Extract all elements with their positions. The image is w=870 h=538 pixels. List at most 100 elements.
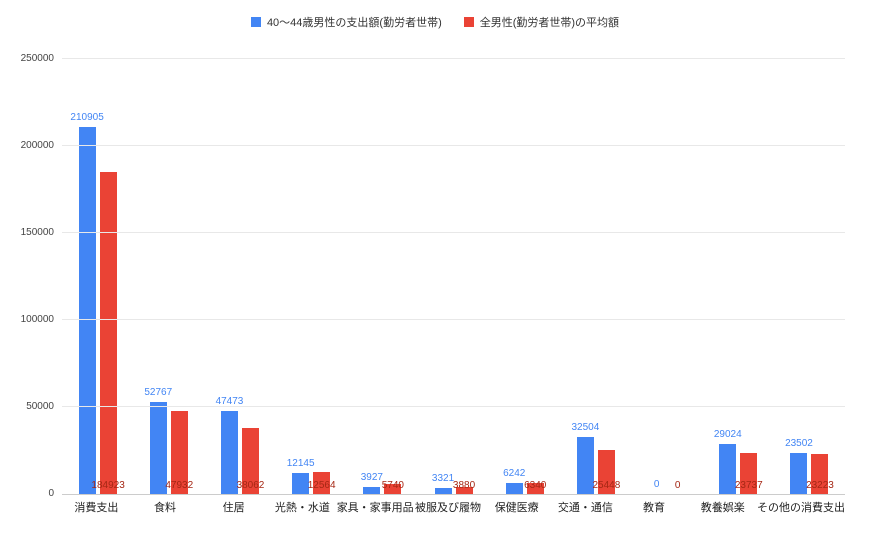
x-axis-category-label: 教育 [643,502,666,514]
bar-slot: 6242 [503,59,526,494]
x-axis-category-label: その他の消費支出 [757,502,846,514]
value-label: 3321 [431,473,455,485]
blue-series-bar[interactable] [292,472,310,494]
blue-series-bar[interactable] [78,127,96,494]
red-series-label: 全男性(勤労者世帯)の平均額 [479,17,620,29]
red-series-bar[interactable] [170,410,188,494]
blue-series-bar[interactable] [576,437,594,494]
y-axis-tick-label: 50000 [26,401,54,412]
bar-slot: 47473 [216,59,243,494]
y-axis-tick-label: 150000 [20,227,54,238]
y-axis-tick-label: 200000 [20,140,54,151]
blue-series-bar[interactable] [363,487,381,494]
bar-slot: 23223 [806,59,834,494]
value-label: 3927 [360,472,383,484]
bar-group: 29024 23737 [703,59,774,494]
bar-group: 23502 23223 [774,59,845,494]
bar-group: 32504 25448 [560,59,631,494]
red-series-swatch-icon [463,17,474,27]
bar-slot: 3927 [360,59,383,494]
y-axis-tick-label: 0 [48,488,54,499]
blue-series-bar[interactable] [434,488,452,494]
bar-slot: 29024 [714,59,742,494]
bar-slot: 32504 [572,59,599,494]
chart-legend: 40〜44歳男性の支出額(勤労者世帯) 全男性(勤労者世帯)の平均額 [0,14,870,30]
bar-group: 3321 3880 [418,59,489,494]
red-series-bar[interactable] [313,472,331,494]
blue-series-bar[interactable] [220,411,238,494]
value-label: 23502 [785,438,813,450]
blue-series-bar[interactable] [719,443,737,494]
bar-groups: 210905 184923 52767 47932 47473 38062 12145 125… [62,59,845,494]
blue-series-bar[interactable] [790,453,808,494]
bar-slot: 3880 [452,59,476,494]
value-label: 12564 [307,480,336,491]
bar-slot: 23737 [735,59,763,494]
bar-slot: 12145 [287,59,315,494]
value-label: 5740 [381,480,404,491]
value-label: 52767 [144,387,173,399]
value-label: 0 [674,480,681,491]
bar-group: 6242 6340 [489,59,560,494]
red-series-bar[interactable] [597,449,615,494]
bar-group: 210905 184923 [62,59,133,494]
gridline [62,319,845,320]
bar-group: 47473 38062 [204,59,275,494]
value-label: 25448 [592,480,621,491]
value-label: 0 [653,479,660,490]
bar-group: 52767 47932 [133,59,204,494]
x-axis-category-label: 消費支出 [74,502,119,514]
value-label: 23223 [806,480,834,491]
y-axis: 0 50000 100000 150000 200000 250000 [0,53,54,499]
bar-group: 3927 5740 [347,59,418,494]
red-series-bar[interactable] [811,453,829,494]
bar-slot: 210905 [70,59,104,494]
value-label: 47473 [215,396,244,408]
x-axis-category-label: 食料 [154,502,176,514]
x-axis-category-label: 教養娯楽 [700,502,745,514]
bar-slot: 5740 [381,59,404,494]
x-axis-category-label: 光熱・水道 [274,502,330,514]
bar-slot: 23502 [785,59,813,494]
x-axis-category-label: 住居 [222,502,245,514]
red-series-bar[interactable] [99,172,117,494]
bar-slot: 47932 [165,59,193,494]
bar-slot: 6340 [524,59,546,494]
blue-series-swatch-icon [250,17,261,27]
red-series-bar[interactable] [455,487,473,494]
legend-item-red-series[interactable]: 全男性(勤労者世帯)の平均額 [463,14,620,30]
bar-slot: 38062 [237,59,264,494]
plot-area: 210905 184923 52767 47932 47473 38062 12145 125… [62,58,845,495]
bar-slot: 25448 [593,59,620,494]
blue-series-bar[interactable] [505,483,523,494]
y-axis-tick-label: 250000 [20,53,54,64]
gridline [62,406,845,407]
gridline [62,58,845,59]
value-label: 38062 [236,480,265,491]
bar-slot: 52767 [144,59,172,494]
value-label: 32504 [571,422,600,434]
value-label: 210905 [70,112,104,124]
x-axis-category-label: 家具・家事用品 [336,502,414,514]
x-axis-category-label: 交通・通信 [557,502,613,514]
legend-item-blue-series[interactable]: 40〜44歳男性の支出額(勤労者世帯) [250,14,442,30]
gridline [62,145,845,146]
value-label: 12145 [286,457,315,469]
bar-slot: 12564 [308,59,336,494]
x-axis: 消費支出 食料 住居 光熱・水道 家具・家事用品 被服及び履物 保健医療 交通・通信 教育 教養娯… [62,499,845,515]
red-series-bar[interactable] [526,482,544,494]
blue-series-bar[interactable] [149,402,167,494]
bar-slot: 0 [669,59,686,494]
blue-series-label: 40〜44歳男性の支出額(勤労者世帯) [266,17,442,29]
value-label: 29024 [713,428,742,440]
red-series-bar[interactable] [241,427,259,494]
bar-slot: 184923 [91,59,125,494]
red-series-bar[interactable] [384,484,402,494]
red-series-bar[interactable] [740,452,758,494]
x-axis-category-label: 被服及び履物 [415,502,482,514]
value-label: 3880 [452,480,476,491]
bar-slot: 3321 [431,59,455,494]
value-label: 6242 [503,468,526,480]
